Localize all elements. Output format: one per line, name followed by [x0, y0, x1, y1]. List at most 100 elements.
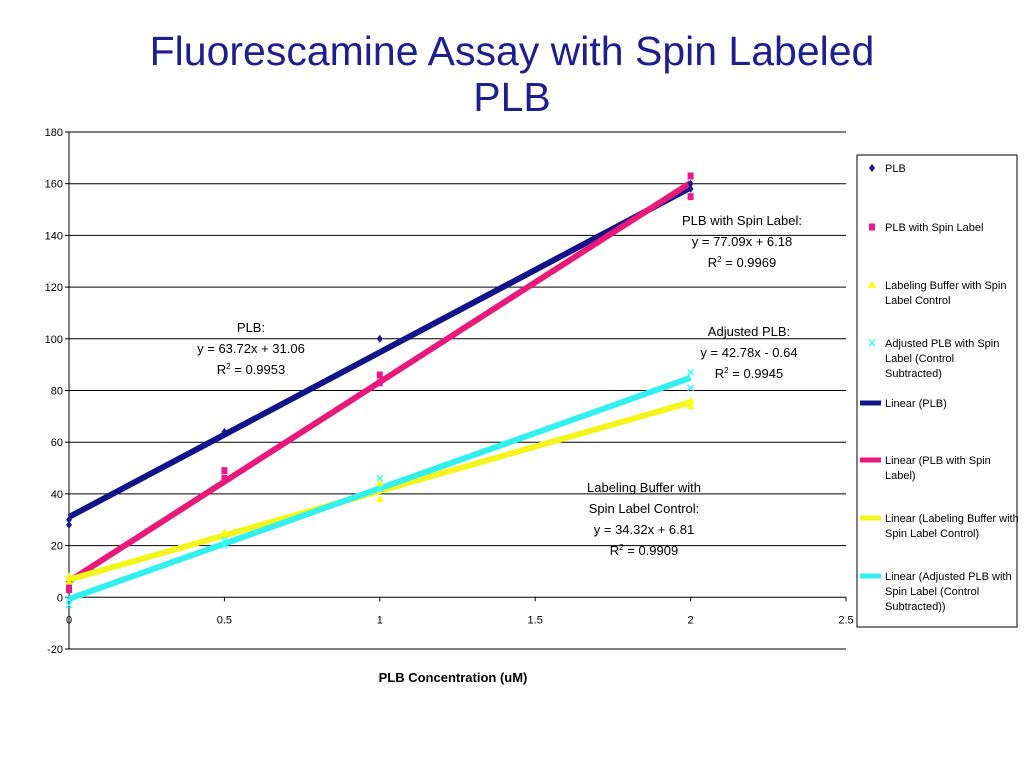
x-axis-label: PLB Concentration (uM)	[379, 670, 528, 685]
data-point	[687, 384, 695, 392]
legend-label: Linear (Labeling Buffer with	[885, 513, 1019, 525]
marker-stroke	[376, 485, 384, 493]
marker-stroke	[376, 474, 384, 482]
annotation-line: y = 77.09x + 6.18	[692, 234, 792, 249]
y-tick-label: 0	[57, 592, 63, 604]
data-point	[686, 402, 695, 410]
legend-label: Spin Label (Control	[885, 586, 979, 598]
legend-label: Label Control	[885, 295, 950, 307]
annotation-line: y = 63.72x + 31.06	[197, 341, 305, 356]
equation-annotation: PLB: y = 63.72x + 31.06 R2 = 0.9953	[197, 320, 305, 377]
data-markers	[65, 172, 695, 609]
y-tick-label: 160	[45, 179, 63, 191]
legend-label: Adjusted PLB with Spin	[885, 338, 999, 350]
legend-swatch	[868, 339, 876, 347]
x-tick-label: 1.5	[528, 614, 543, 626]
data-point	[687, 368, 695, 376]
equation-annotation: PLB with Spin Label: y = 77.09x + 6.18 R2 …	[682, 213, 802, 270]
legend-label: Subtracted)	[885, 368, 942, 380]
annotation-line: y = 42.78x - 0.64	[700, 345, 797, 360]
annotation-line: PLB:	[237, 320, 265, 335]
legend-swatch	[869, 164, 875, 172]
legend-box	[856, 154, 1018, 628]
data-point	[220, 536, 228, 544]
x-tick-label: 1	[377, 614, 383, 626]
chart-title: Fluorescamine Assay with Spin Labeled PL…	[0, 28, 1024, 120]
legend-label: Label (Control	[885, 353, 954, 365]
equation-annotation: Adjusted PLB: y = 42.78x - 0.64 R2 = 0.994…	[700, 324, 797, 381]
y-tick-label: 60	[51, 437, 63, 449]
marker-stroke	[220, 536, 228, 544]
legend-item: Linear (PLB with Spin Label)	[860, 455, 991, 482]
data-point	[376, 371, 383, 379]
marker-stroke	[220, 542, 228, 550]
y-tick-label: 40	[51, 489, 63, 501]
legend-label: PLB with Spin Label	[885, 222, 983, 234]
annotation-line: Adjusted PLB:	[708, 324, 790, 339]
legend-item: PLB with Spin Label	[869, 222, 983, 234]
data-point	[375, 495, 384, 503]
legend-label: Linear (PLB with Spin	[885, 455, 991, 467]
data-point	[376, 379, 383, 387]
annotation-line: R2 = 0.9909	[610, 543, 678, 558]
annotation-line: y = 34.32x + 6.81	[594, 522, 694, 537]
annotation-line: Spin Label Control:	[589, 501, 700, 516]
marker-stroke	[687, 368, 695, 376]
x-tick-label: 0.5	[217, 614, 232, 626]
data-point	[221, 467, 228, 475]
data-point	[221, 427, 228, 436]
y-tick-label: 140	[45, 230, 63, 242]
legend-item: PLB	[869, 163, 906, 175]
data-point	[687, 184, 694, 193]
annotation-line: Labeling Buffer with	[587, 480, 701, 495]
data-point	[66, 520, 72, 529]
data-point	[65, 601, 73, 609]
data-point	[220, 542, 228, 550]
data-point	[376, 485, 384, 493]
data-point	[220, 528, 229, 536]
annotation-line: R2 = 0.9969	[708, 255, 776, 270]
trendline	[67, 184, 693, 520]
x-tick-label: 0	[66, 614, 72, 626]
data-point	[687, 179, 694, 188]
marker-stroke	[65, 596, 73, 604]
legend-label: PLB	[885, 163, 906, 175]
legend-item: Linear (Labeling Buffer with Spin Label C…	[860, 513, 1019, 540]
legend-label: Subtracted))	[885, 601, 946, 613]
y-tick-label: 100	[45, 334, 63, 346]
data-point	[66, 586, 72, 594]
equation-annotation: Labeling Buffer with Spin Label Control: y…	[587, 480, 701, 558]
data-point	[687, 193, 694, 201]
annotation-line: R2 = 0.9953	[217, 362, 285, 377]
data-point	[375, 479, 384, 487]
data-point	[65, 577, 73, 585]
legend-label: Spin Label Control)	[885, 528, 979, 540]
marker-stroke	[65, 601, 73, 609]
y-tick-label: 120	[45, 282, 63, 294]
x-tick-label: 2.5	[838, 614, 853, 626]
x-tick-label: 2	[688, 614, 694, 626]
tick-labels: -20 0 20 40 60 80 100 120 140 160 180 0 0.5 1 1.5 2 2.5	[45, 127, 854, 656]
legend-label: Linear (Adjusted PLB with	[885, 571, 1012, 583]
legend-item: Adjusted PLB with Spin Label (Control Subt…	[868, 338, 999, 380]
legend-item: Linear (PLB)	[860, 398, 947, 410]
grid-lines	[69, 131, 846, 650]
marker-stroke	[687, 384, 695, 392]
legend-swatch	[869, 223, 875, 231]
chart-title-line-2: PLB	[473, 74, 551, 120]
legend-label: Label)	[885, 470, 916, 482]
data-point	[686, 396, 695, 404]
data-point	[376, 474, 384, 482]
data-point	[65, 596, 73, 604]
marker-stroke	[868, 339, 876, 347]
data-point	[65, 572, 73, 580]
y-tick-label: 20	[51, 541, 63, 553]
annotation-line: PLB with Spin Label:	[682, 213, 802, 228]
data-point	[221, 474, 228, 482]
legend-label: Linear (PLB)	[885, 398, 947, 410]
annotation-line: R2 = 0.9945	[715, 366, 783, 381]
data-point	[66, 515, 72, 524]
chart-title-line-1: Fluorescamine Assay with Spin Labeled	[149, 28, 875, 74]
y-tick-label: 180	[45, 127, 63, 139]
